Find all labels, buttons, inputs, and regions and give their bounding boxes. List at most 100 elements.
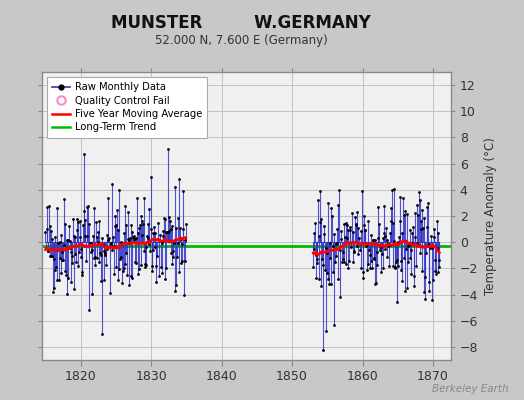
Point	[333, 226, 342, 232]
Text: 52.000 N, 7.600 E (Germany): 52.000 N, 7.600 E (Germany)	[155, 34, 328, 47]
Point	[341, 234, 349, 240]
Point	[104, 195, 112, 201]
Point	[408, 240, 416, 246]
Point	[66, 244, 74, 251]
Point	[100, 248, 108, 254]
Point	[96, 250, 104, 256]
Point	[70, 286, 79, 292]
Point	[395, 194, 403, 200]
Point	[353, 242, 362, 249]
Legend: Raw Monthly Data, Quality Control Fail, Five Year Moving Average, Long-Term Tren: Raw Monthly Data, Quality Control Fail, …	[47, 77, 208, 138]
Point	[419, 215, 428, 222]
Point	[320, 231, 328, 238]
Point	[155, 237, 163, 244]
Point	[341, 261, 350, 268]
Point	[429, 277, 437, 284]
Point	[173, 214, 182, 221]
Point	[134, 230, 142, 236]
Point	[149, 247, 158, 254]
Point	[71, 234, 79, 240]
Point	[352, 222, 361, 228]
Point	[369, 236, 377, 243]
Point	[329, 269, 337, 275]
Point	[140, 260, 149, 267]
Point	[159, 228, 168, 234]
Point	[396, 218, 405, 224]
Point	[323, 270, 331, 276]
Point	[53, 247, 62, 254]
Point	[435, 257, 443, 263]
Point	[360, 222, 368, 228]
Point	[336, 247, 344, 253]
Point	[317, 283, 325, 289]
Point	[88, 291, 96, 298]
Point	[120, 264, 128, 271]
Point	[58, 256, 66, 263]
Point	[389, 220, 397, 226]
Point	[165, 213, 173, 220]
Point	[49, 289, 57, 296]
Point	[337, 236, 346, 242]
Point	[375, 247, 384, 254]
Point	[433, 269, 442, 275]
Point	[47, 253, 56, 260]
Point	[170, 240, 178, 246]
Point	[421, 274, 429, 280]
Point	[423, 241, 432, 247]
Point	[331, 259, 339, 265]
Point	[391, 265, 400, 271]
Point	[374, 204, 383, 211]
Point	[88, 247, 96, 254]
Point	[170, 184, 179, 190]
Point	[51, 234, 60, 240]
Point	[379, 264, 387, 271]
Point	[414, 241, 422, 248]
Point	[334, 201, 342, 208]
Point	[394, 263, 402, 269]
Point	[75, 233, 84, 240]
Point	[381, 232, 390, 239]
Point	[132, 259, 140, 266]
Point	[78, 271, 86, 278]
Point	[172, 282, 181, 288]
Point	[97, 331, 106, 337]
Point	[326, 205, 335, 212]
Point	[139, 221, 147, 228]
Point	[84, 203, 93, 209]
Point	[137, 262, 145, 268]
Point	[409, 272, 418, 279]
Point	[397, 258, 405, 264]
Point	[366, 251, 374, 258]
Point	[67, 278, 75, 285]
Point	[181, 258, 189, 264]
Point	[411, 210, 419, 216]
Point	[364, 217, 373, 224]
Point	[69, 215, 77, 222]
Point	[138, 218, 146, 224]
Point	[339, 256, 347, 262]
Point	[387, 218, 396, 224]
Point	[155, 272, 163, 279]
Point	[160, 215, 168, 221]
Point	[430, 233, 439, 240]
Point	[163, 229, 171, 235]
Point	[164, 146, 172, 152]
Point	[168, 261, 177, 267]
Point	[348, 210, 356, 216]
Point	[335, 187, 343, 194]
Point	[110, 242, 118, 249]
Point	[412, 202, 421, 209]
Point	[380, 246, 389, 252]
Point	[162, 229, 171, 235]
Point	[116, 239, 125, 246]
Point	[90, 205, 98, 211]
Point	[355, 246, 364, 253]
Point	[408, 230, 417, 236]
Point	[63, 290, 71, 297]
Point	[125, 282, 133, 288]
Point	[330, 231, 338, 237]
Point	[132, 234, 140, 241]
Point	[72, 258, 80, 265]
Point	[128, 229, 137, 235]
Point	[102, 246, 111, 252]
